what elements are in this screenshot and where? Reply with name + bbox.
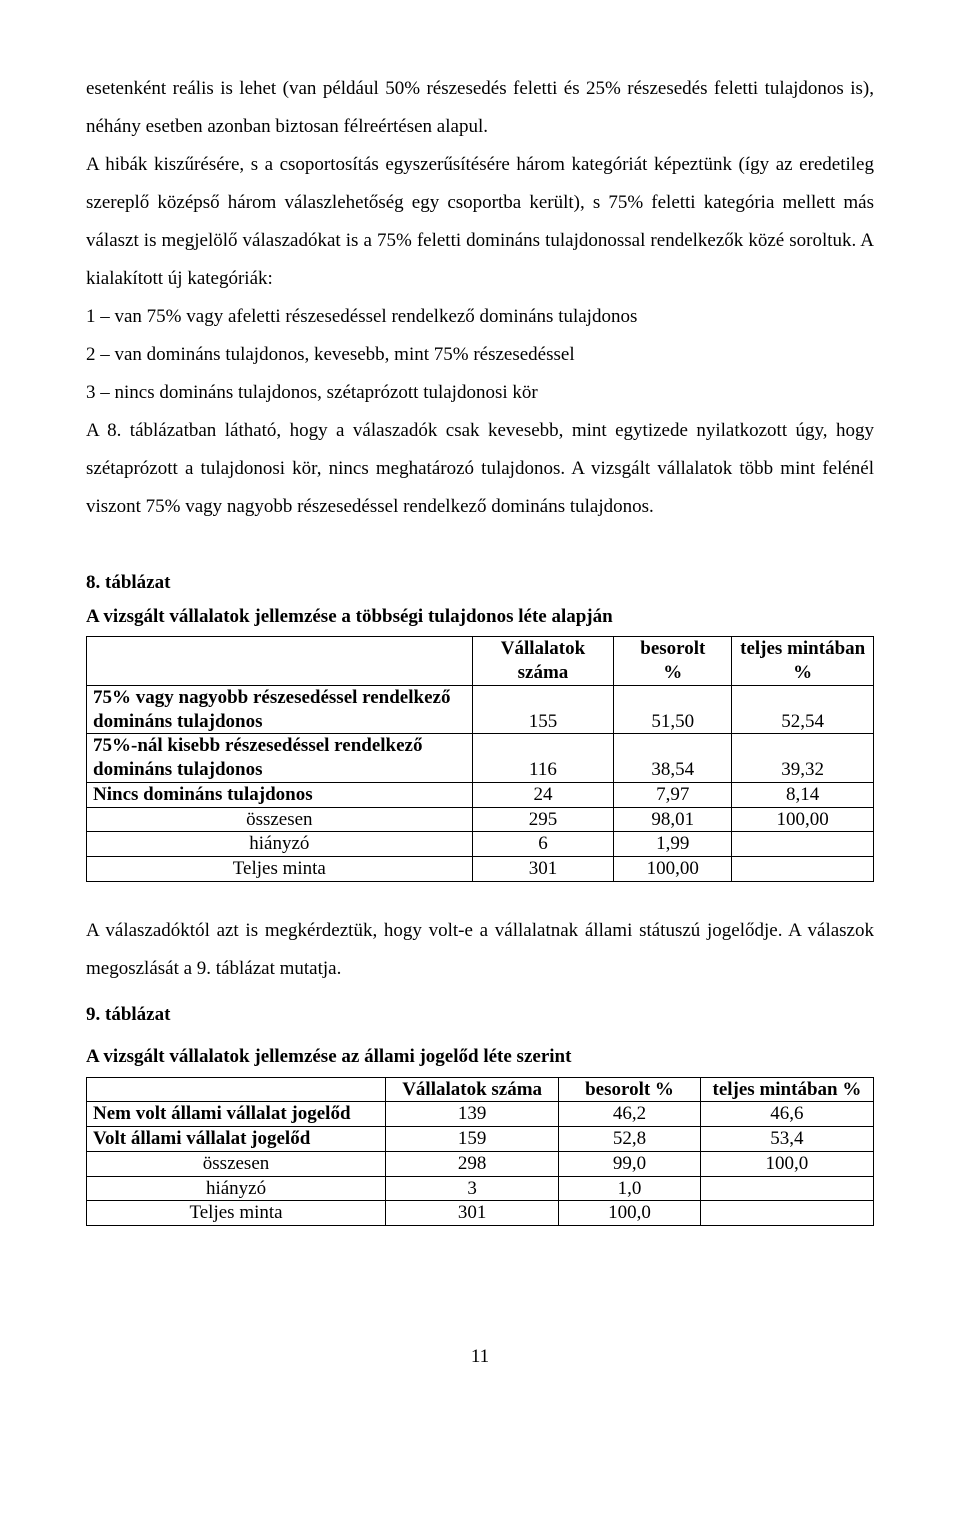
table-row: Nem volt állami vállalat jogelőd13946,24… <box>87 1102 874 1127</box>
table-header-cell: teljes mintában% <box>732 637 874 686</box>
paragraph: A hibák kiszűrésére, s a csoportosítás e… <box>86 146 874 298</box>
table-header-cell: besorolt % <box>559 1077 701 1102</box>
table-cell: hiányzó <box>87 832 473 857</box>
table-cell: Volt állami vállalat jogelőd <box>87 1127 386 1152</box>
table-header-cell: teljes mintában % <box>700 1077 873 1102</box>
table-row: összesen29899,0100,0 <box>87 1151 874 1176</box>
table-cell: 301 <box>472 857 614 882</box>
table-cell: 100,0 <box>700 1151 873 1176</box>
table-header-cell <box>87 1077 386 1102</box>
table-9: Vállalatok számabesorolt %teljes mintába… <box>86 1077 874 1227</box>
table-header-cell: Vállalatok száma <box>472 637 614 686</box>
table-cell: 7,97 <box>614 782 732 807</box>
table-cell: 53,4 <box>700 1127 873 1152</box>
table-cell: 3 <box>386 1176 559 1201</box>
table-cell: 1,0 <box>559 1176 701 1201</box>
table-cell: 139 <box>386 1102 559 1127</box>
table-row: Teljes minta301100,00 <box>87 857 874 882</box>
table-cell: 38,54 <box>614 734 732 783</box>
table-cell: 116 <box>472 734 614 783</box>
table-cell: 100,00 <box>614 857 732 882</box>
table-cell: 6 <box>472 832 614 857</box>
table-cell: 301 <box>386 1201 559 1226</box>
table-cell <box>732 857 874 882</box>
table-cell: Teljes minta <box>87 1201 386 1226</box>
table-8-label: 8. táblázat <box>86 564 874 602</box>
table-cell: 100,0 <box>559 1201 701 1226</box>
table-cell <box>700 1201 873 1226</box>
table-9-title: A vizsgált vállalatok jellemzése az álla… <box>86 1042 874 1072</box>
table-9-label: 9. táblázat <box>86 1000 874 1030</box>
table-cell: 98,01 <box>614 807 732 832</box>
table-cell: 51,50 <box>614 685 732 734</box>
table-row: Nincs domináns tulajdonos247,978,14 <box>87 782 874 807</box>
table-cell: Nincs domináns tulajdonos <box>87 782 473 807</box>
table-header-cell: Vállalatok száma <box>386 1077 559 1102</box>
table-cell: hiányzó <box>87 1176 386 1201</box>
table-row: hiányzó31,0 <box>87 1176 874 1201</box>
table-row: 75%-nál kisebb részesedéssel rendelkeződ… <box>87 734 874 783</box>
table-row: összesen29598,01100,00 <box>87 807 874 832</box>
table-cell: 52,8 <box>559 1127 701 1152</box>
table-cell: 39,32 <box>732 734 874 783</box>
table-cell: 1,99 <box>614 832 732 857</box>
table-row: Volt állami vállalat jogelőd15952,853,4 <box>87 1127 874 1152</box>
table-cell: 24 <box>472 782 614 807</box>
table-cell: 75%-nál kisebb részesedéssel rendelkeződ… <box>87 734 473 783</box>
table-8-title: A vizsgált vállalatok jellemzése a többs… <box>86 602 874 632</box>
table-cell: 159 <box>386 1127 559 1152</box>
table-cell: 298 <box>386 1151 559 1176</box>
table-header-cell <box>87 637 473 686</box>
page-number: 11 <box>86 1346 874 1368</box>
table-cell: összesen <box>87 807 473 832</box>
table-cell: Nem volt állami vállalat jogelőd <box>87 1102 386 1127</box>
table-cell: 295 <box>472 807 614 832</box>
table-row: hiányzó61,99 <box>87 832 874 857</box>
table-cell <box>732 832 874 857</box>
table-cell: 155 <box>472 685 614 734</box>
list-item: 2 – van domináns tulajdonos, kevesebb, m… <box>86 336 874 374</box>
table-cell: Teljes minta <box>87 857 473 882</box>
table-cell: 8,14 <box>732 782 874 807</box>
table-cell: 99,0 <box>559 1151 701 1176</box>
table-cell: 46,6 <box>700 1102 873 1127</box>
table-row: Teljes minta301100,0 <box>87 1201 874 1226</box>
paragraph: A 8. táblázatban látható, hogy a válasza… <box>86 412 874 526</box>
paragraph: A válaszadóktól azt is megkérdeztük, hog… <box>86 912 874 988</box>
page-container: esetenként reális is lehet (van például … <box>0 0 960 1408</box>
list-item: 1 – van 75% vagy afeletti részesedéssel … <box>86 298 874 336</box>
table-8: Vállalatok számabesorolt%teljes mintában… <box>86 636 874 882</box>
table-cell: 46,2 <box>559 1102 701 1127</box>
table-cell: 75% vagy nagyobb részesedéssel rendelkez… <box>87 685 473 734</box>
list-item: 3 – nincs domináns tulajdonos, szétapróz… <box>86 374 874 412</box>
table-cell: 52,54 <box>732 685 874 734</box>
table-row: 75% vagy nagyobb részesedéssel rendelkez… <box>87 685 874 734</box>
paragraph: esetenként reális is lehet (van például … <box>86 70 874 146</box>
table-cell <box>700 1176 873 1201</box>
table-cell: 100,00 <box>732 807 874 832</box>
table-header-cell: besorolt% <box>614 637 732 686</box>
table-cell: összesen <box>87 1151 386 1176</box>
